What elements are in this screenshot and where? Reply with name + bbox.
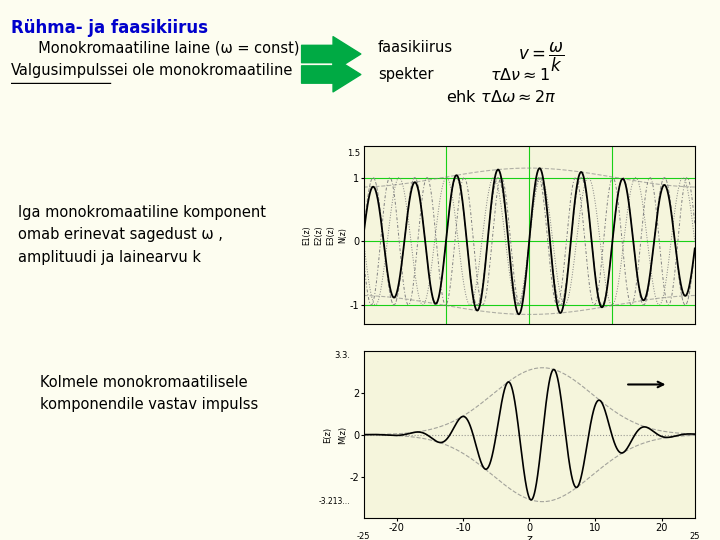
Text: -3.213...: -3.213... bbox=[319, 497, 351, 507]
Y-axis label: E(z)
M(z): E(z) M(z) bbox=[323, 426, 347, 444]
Text: spekter: spekter bbox=[378, 68, 433, 83]
Text: 25: 25 bbox=[690, 532, 700, 540]
Text: $\tau\Delta\nu \approx 1$: $\tau\Delta\nu \approx 1$ bbox=[490, 67, 549, 83]
Text: Monokromaatiline laine (ω = const): Monokromaatiline laine (ω = const) bbox=[29, 40, 300, 56]
Text: 3.3.: 3.3. bbox=[334, 351, 351, 360]
Text: faasikiirus: faasikiirus bbox=[378, 40, 453, 56]
Text: ei ole monokromaatiline: ei ole monokromaatiline bbox=[110, 63, 293, 78]
Text: Valgusimpulss: Valgusimpulss bbox=[11, 63, 116, 78]
FancyArrowPatch shape bbox=[302, 57, 361, 92]
X-axis label: z: z bbox=[526, 534, 532, 540]
Text: Kolmele monokromaatilisele
komponendile vastav impulss: Kolmele monokromaatilisele komponendile … bbox=[40, 375, 258, 413]
Text: $v = \dfrac{\omega}{k}$: $v = \dfrac{\omega}{k}$ bbox=[518, 40, 564, 73]
FancyArrowPatch shape bbox=[302, 37, 361, 71]
Text: Iga monokromaatiline komponent
omab erinevat sagedust ω ,
amplituudi ja lainearv: Iga monokromaatiline komponent omab erin… bbox=[18, 205, 266, 265]
Text: Rühma- ja faasikiirus: Rühma- ja faasikiirus bbox=[11, 19, 208, 37]
Text: -25: -25 bbox=[357, 532, 370, 540]
Text: 1.5: 1.5 bbox=[347, 149, 360, 158]
Y-axis label: E1(z)
E2(z)
E3(z)
N(z): E1(z) E2(z) E3(z) N(z) bbox=[302, 225, 347, 245]
Text: $\mathrm{ehk}\ \tau\Delta\omega \approx 2\pi$: $\mathrm{ehk}\ \tau\Delta\omega \approx … bbox=[446, 89, 557, 105]
